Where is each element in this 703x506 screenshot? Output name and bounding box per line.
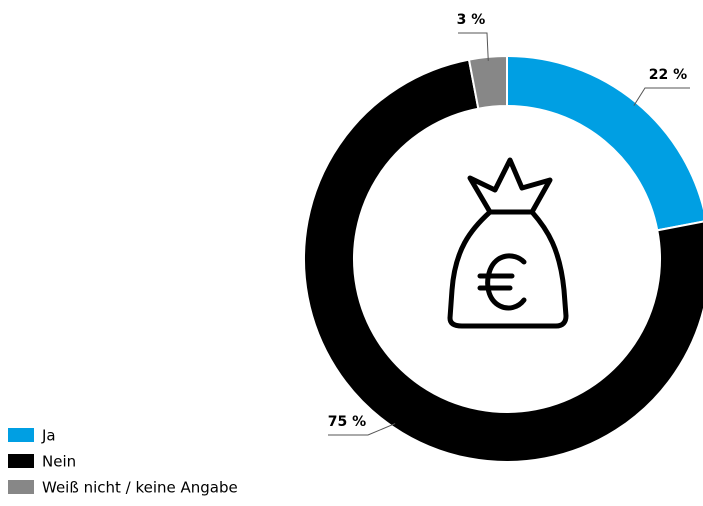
leader-line [328, 423, 396, 436]
donut-segment [303, 58, 703, 463]
leader-line [458, 32, 489, 61]
data-label: 3 % [457, 12, 486, 28]
data-label: 75 % [328, 414, 366, 430]
legend-swatch [8, 428, 34, 442]
legend-label: Ja [41, 427, 56, 445]
donut-segment [467, 54, 508, 110]
legend-swatch [8, 480, 34, 494]
donut-segment [506, 54, 703, 232]
legend-swatch [8, 454, 34, 468]
legend-label: Weiß nicht / keine Angabe [42, 479, 238, 497]
leader-line [633, 87, 690, 106]
money-bag-icon [447, 157, 569, 329]
legend-label: Nein [42, 453, 76, 471]
data-label: 22 % [649, 67, 687, 83]
